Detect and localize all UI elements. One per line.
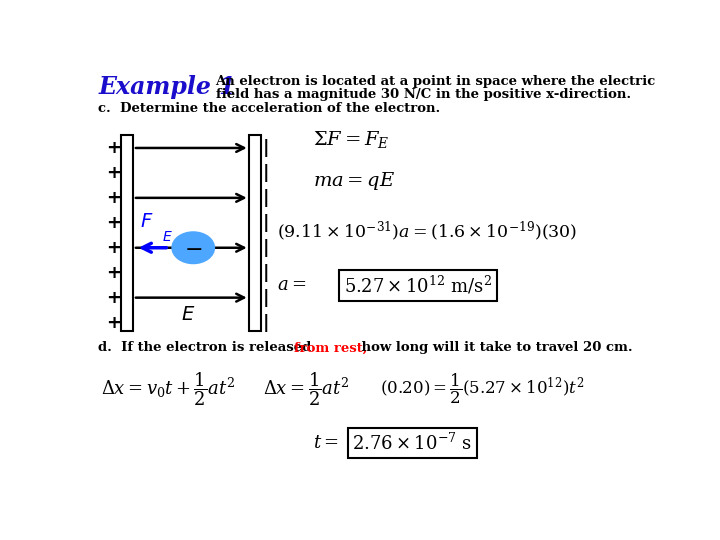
Text: $ma = qE$: $ma = qE$	[313, 170, 395, 192]
Text: |: |	[263, 289, 269, 307]
Text: $-$: $-$	[184, 238, 202, 258]
Text: |: |	[263, 314, 269, 332]
Text: An electron is located at a point in space where the electric: An electron is located at a point in spa…	[215, 75, 656, 88]
Text: +: +	[107, 189, 122, 207]
Text: +: +	[107, 164, 122, 182]
Bar	[121, 136, 133, 331]
Text: Example 1: Example 1	[99, 75, 236, 99]
Text: $\mathit{E}$: $\mathit{E}$	[181, 305, 195, 324]
Text: $\mathit{F}$: $\mathit{F}$	[140, 212, 153, 231]
Text: +: +	[107, 214, 122, 232]
Text: $a = $: $a = $	[277, 276, 306, 294]
Text: +: +	[107, 239, 122, 256]
Text: |: |	[263, 214, 269, 232]
Text: +: +	[107, 289, 122, 307]
Text: $2.76 \times 10^{-7}\ \mathrm{s}$: $2.76 \times 10^{-7}\ \mathrm{s}$	[352, 433, 472, 454]
Circle shape	[172, 232, 215, 264]
Text: $\mathit{E}$: $\mathit{E}$	[162, 230, 173, 244]
Text: |: |	[263, 239, 269, 256]
Text: |: |	[263, 139, 269, 157]
Text: $\Delta x = \dfrac{1}{2}at^2$: $\Delta x = \dfrac{1}{2}at^2$	[263, 370, 350, 408]
Text: field has a magnitude 30 N/C in the positive x-direction.: field has a magnitude 30 N/C in the posi…	[215, 87, 631, 100]
Text: d.  If the electron is released: d. If the electron is released	[99, 341, 316, 354]
Text: $\Sigma F = F_E$: $\Sigma F = F_E$	[313, 129, 390, 150]
Text: |: |	[263, 164, 269, 182]
Bar	[249, 136, 261, 331]
Text: from rest,: from rest,	[294, 341, 367, 354]
Text: +: +	[107, 314, 122, 332]
Text: $\left(0.20\right) = \dfrac{1}{2}\left(5.27 \times 10^{12}\right)t^2$: $\left(0.20\right) = \dfrac{1}{2}\left(5…	[380, 372, 585, 406]
Text: c.  Determine the acceleration of the electron.: c. Determine the acceleration of the ele…	[99, 102, 441, 115]
Text: $t = $: $t = $	[313, 434, 339, 452]
Text: $\Delta x = v_0 t + \dfrac{1}{2}at^2$: $\Delta x = v_0 t + \dfrac{1}{2}at^2$	[101, 370, 236, 408]
Text: $5.27 \times 10^{12}\ \mathrm{m/s}^2$: $5.27 \times 10^{12}\ \mathrm{m/s}^2$	[344, 274, 492, 296]
Text: |: |	[263, 189, 269, 207]
Text: +: +	[107, 264, 122, 282]
Text: +: +	[107, 139, 122, 157]
Text: $\left(9.11 \times 10^{-31}\right)a = \left(1.6 \times 10^{-19}\right)(30)$: $\left(9.11 \times 10^{-31}\right)a = \l…	[277, 219, 577, 243]
Text: |: |	[263, 264, 269, 282]
Text: how long will it take to travel 20 cm.: how long will it take to travel 20 cm.	[356, 341, 632, 354]
